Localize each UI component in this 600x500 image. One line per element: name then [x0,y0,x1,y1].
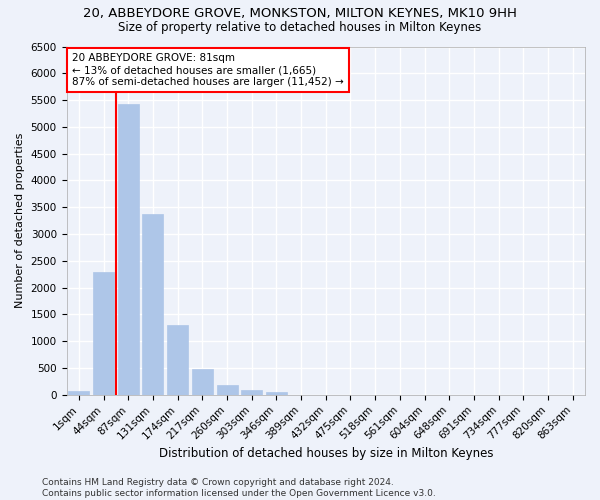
Bar [266,392,287,395]
Bar [68,391,89,395]
Text: Size of property relative to detached houses in Milton Keynes: Size of property relative to detached ho… [118,21,482,34]
Text: 20 ABBEYDORE GROVE: 81sqm
← 13% of detached houses are smaller (1,665)
87% of se: 20 ABBEYDORE GROVE: 81sqm ← 13% of detac… [72,54,343,86]
Y-axis label: Number of detached properties: Number of detached properties [15,133,25,308]
Bar [118,104,139,395]
Bar [167,324,188,395]
X-axis label: Distribution of detached houses by size in Milton Keynes: Distribution of detached houses by size … [158,447,493,460]
Bar [192,369,213,395]
Bar [93,272,114,395]
Bar [217,384,238,395]
Bar [241,390,262,395]
Bar [142,214,163,395]
Text: 20, ABBEYDORE GROVE, MONKSTON, MILTON KEYNES, MK10 9HH: 20, ABBEYDORE GROVE, MONKSTON, MILTON KE… [83,8,517,20]
Text: Contains HM Land Registry data © Crown copyright and database right 2024.
Contai: Contains HM Land Registry data © Crown c… [42,478,436,498]
